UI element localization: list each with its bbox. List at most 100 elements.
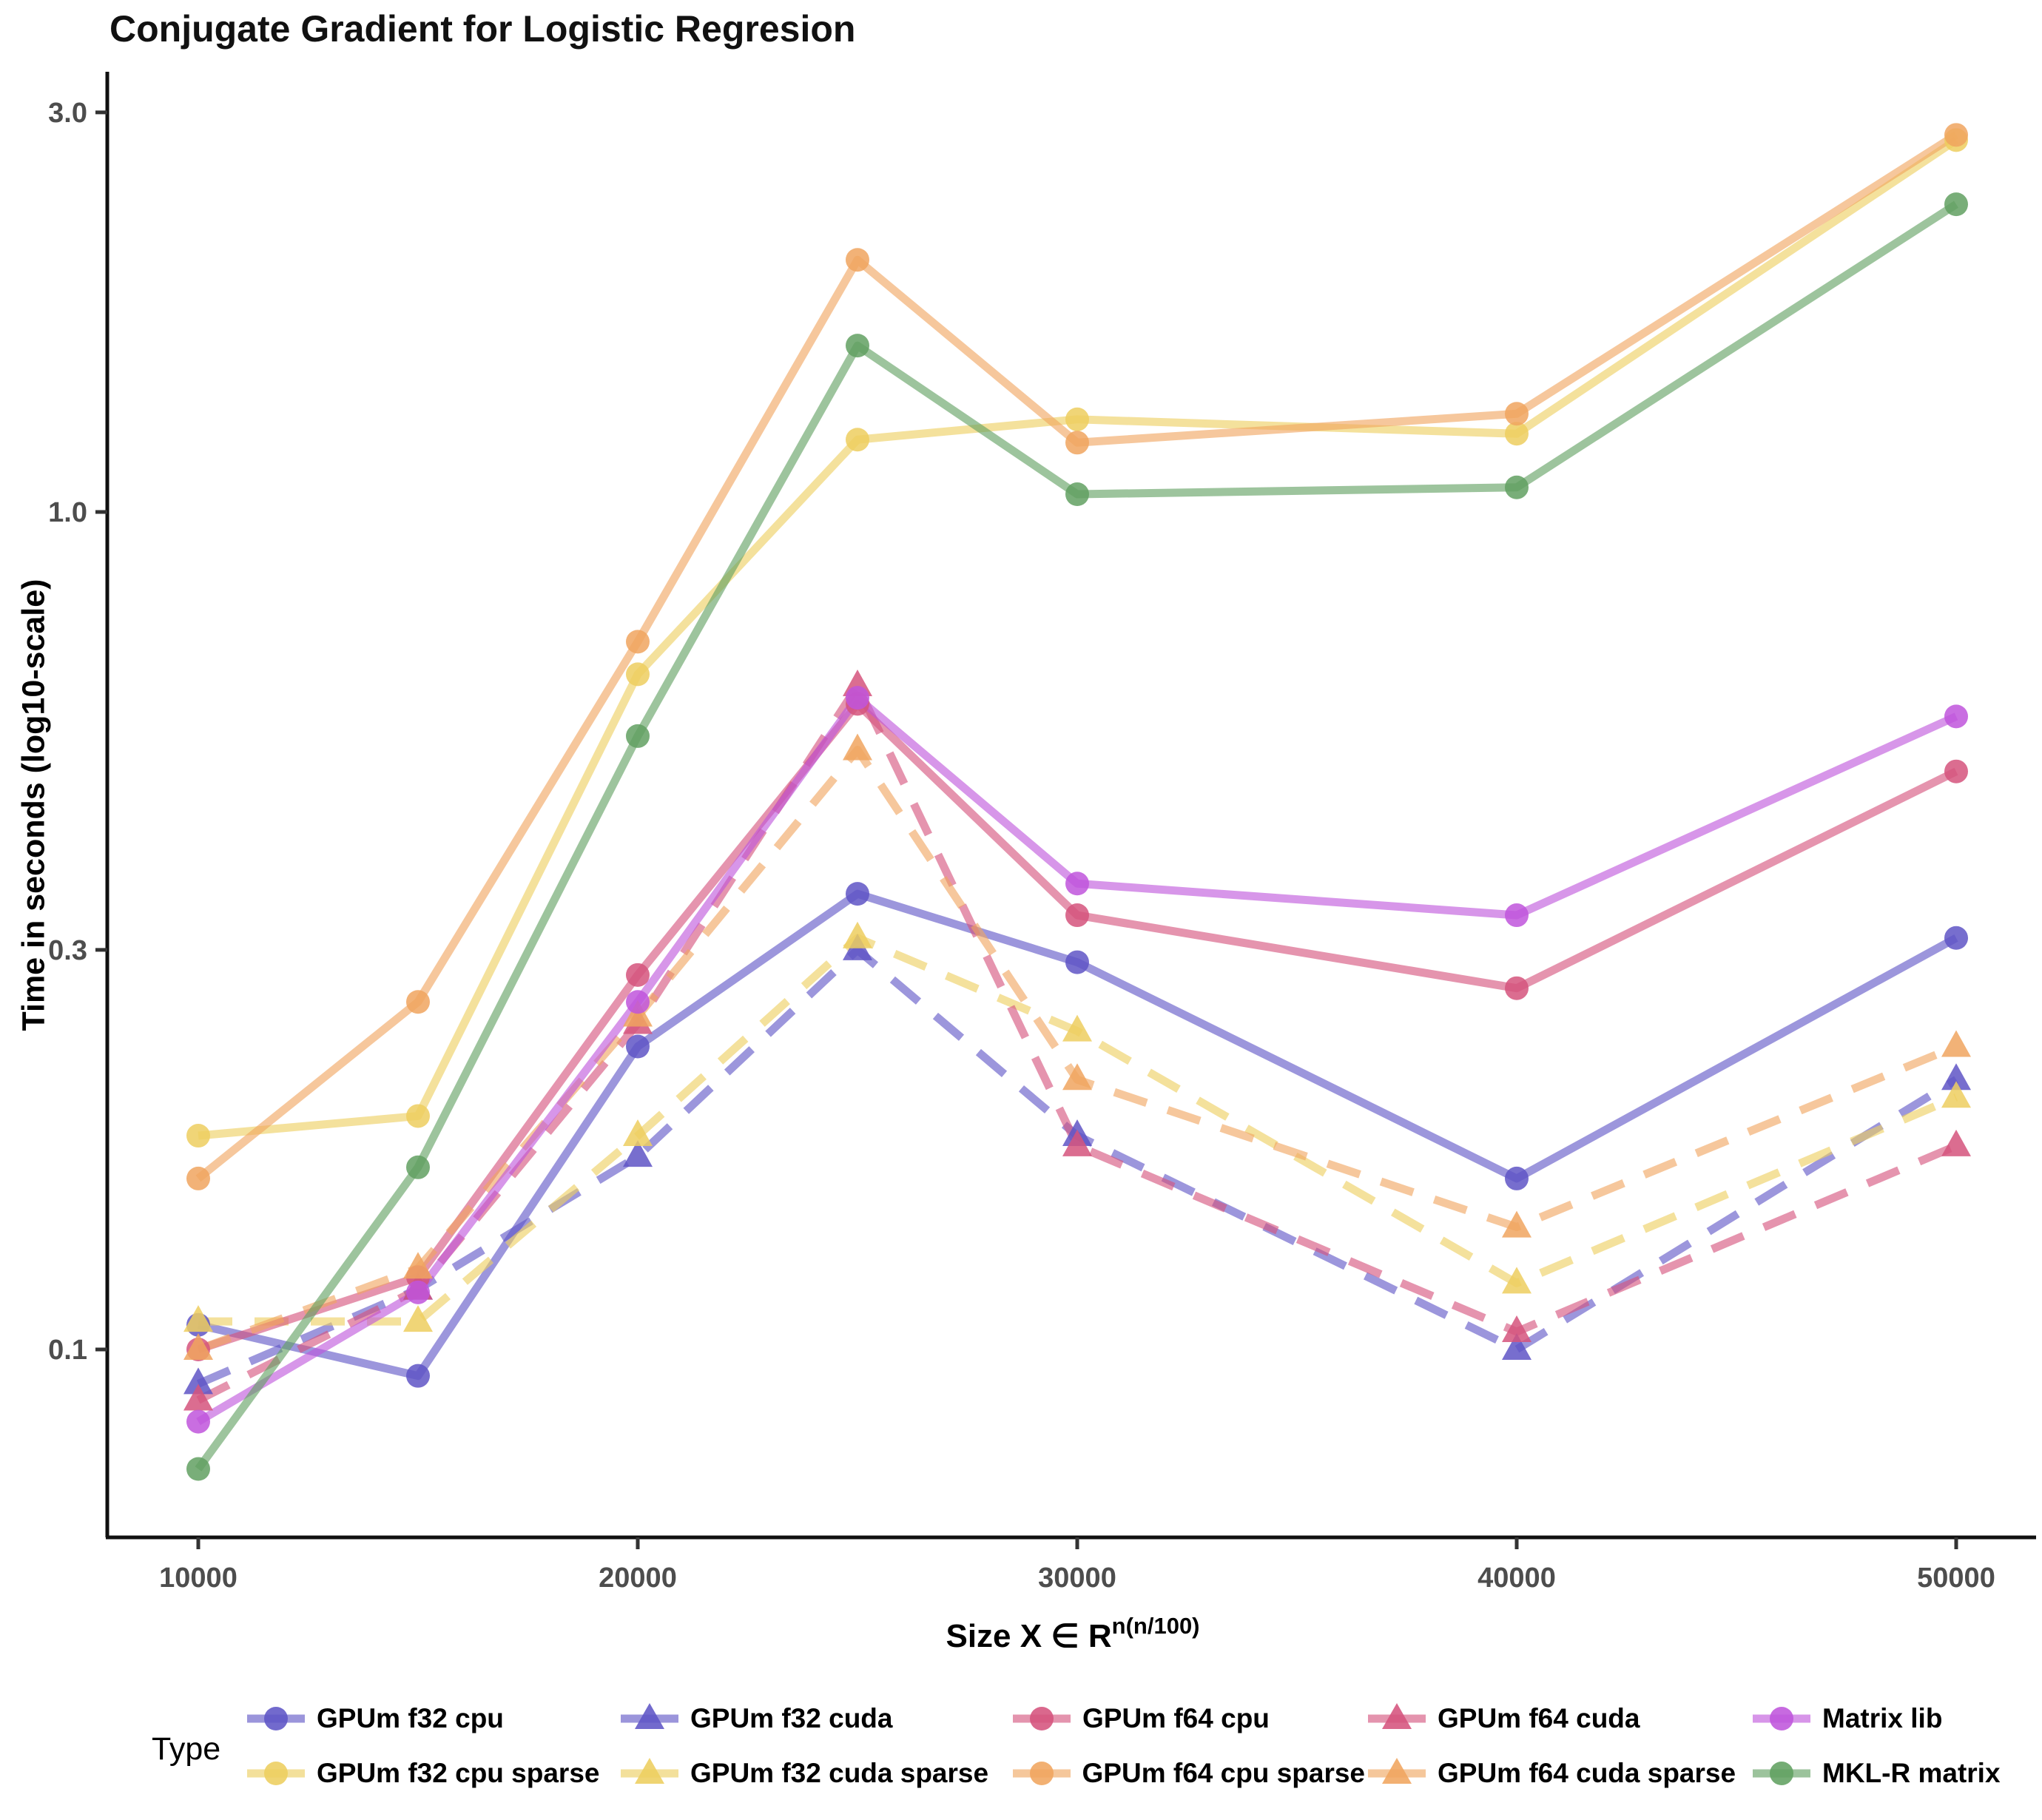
data-point-circle xyxy=(626,1034,650,1059)
data-point-circle xyxy=(1505,475,1529,499)
legend-item-gpum-f64-cpu-sparse: GPUm f64 cpu sparse xyxy=(1010,1756,1365,1790)
y-tick-label: 0.1 xyxy=(48,1335,87,1366)
data-point-triangle xyxy=(403,1252,433,1279)
legend-item-gpum-f64-cuda-sparse: GPUm f64 cuda sparse xyxy=(1365,1756,1750,1790)
legend-item-matrix-lib: Matrix lib xyxy=(1750,1702,2042,1736)
legend-title: Type xyxy=(152,1731,221,1767)
data-point-circle xyxy=(626,630,650,654)
legend-item-gpum-f64-cuda: GPUm f64 cuda xyxy=(1365,1702,1750,1736)
x-tick-label: 30000 xyxy=(1038,1563,1116,1594)
x-tick-label: 40000 xyxy=(1477,1563,1556,1594)
data-point-circle xyxy=(1505,1166,1529,1190)
data-point-triangle xyxy=(1502,1210,1532,1238)
data-point-triangle xyxy=(843,921,872,948)
legend-key-circle-icon xyxy=(1013,1707,1071,1730)
legend-key-circle-icon xyxy=(247,1762,305,1785)
data-point-triangle xyxy=(1062,1129,1092,1156)
data-point-circle xyxy=(186,1457,210,1481)
data-point-circle xyxy=(1944,759,1968,783)
legend-item-gpum-f32-cuda: GPUm f32 cuda xyxy=(618,1702,1010,1736)
data-point-triangle xyxy=(1941,1063,1971,1091)
data-point-circle xyxy=(1944,123,1968,147)
data-point-triangle xyxy=(843,733,872,761)
x-tick-label: 50000 xyxy=(1917,1563,1995,1594)
legend-key-triangle-icon xyxy=(621,1703,678,1729)
data-point-circle xyxy=(846,882,869,906)
data-point-circle xyxy=(1065,903,1089,928)
data-point-circle xyxy=(626,724,650,748)
legend-label: GPUm f64 cuda sparse xyxy=(1438,1758,1736,1788)
legend-label: Matrix lib xyxy=(1822,1703,1943,1733)
data-point-triangle xyxy=(1502,1315,1532,1343)
data-point-circle xyxy=(626,662,650,687)
data-point-triangle xyxy=(1502,1267,1532,1294)
x-axis-label-base: Size X ∈ R xyxy=(946,1618,1112,1654)
data-point-circle xyxy=(406,1104,430,1128)
x-tick-label: 20000 xyxy=(599,1563,677,1594)
y-tick-label: 1.0 xyxy=(48,497,87,528)
data-point-circle xyxy=(186,1124,210,1148)
data-point-circle xyxy=(186,1166,210,1190)
data-point-triangle xyxy=(1941,1030,1971,1057)
data-point-circle xyxy=(1944,192,1968,217)
x-tick-label: 10000 xyxy=(159,1563,237,1594)
data-point-circle xyxy=(626,990,650,1014)
legend-key-circle-icon xyxy=(1013,1762,1071,1785)
data-point-circle xyxy=(846,428,869,452)
data-point-triangle xyxy=(1062,1014,1092,1042)
legend: GPUm f32 cpu GPUm f32 cpu sparse GPUm f32 … xyxy=(244,1702,2042,1790)
data-point-triangle xyxy=(183,1333,213,1360)
legend-item-gpum-f32-cpu: GPUm f32 cpu xyxy=(244,1702,618,1736)
legend-label: GPUm f64 cpu xyxy=(1082,1703,1270,1733)
data-point-circle xyxy=(846,248,869,272)
legend-key-circle-icon xyxy=(247,1707,305,1730)
data-point-triangle xyxy=(1941,1081,1971,1108)
data-point-triangle xyxy=(183,1367,213,1395)
data-point-circle xyxy=(626,963,650,987)
data-point-triangle xyxy=(1502,1333,1532,1360)
data-point-triangle xyxy=(623,1140,653,1167)
data-point-circle xyxy=(1505,422,1529,446)
y-tick-label: 3.0 xyxy=(48,98,87,129)
data-point-triangle xyxy=(183,1383,213,1411)
data-point-circle xyxy=(406,990,430,1014)
data-point-circle xyxy=(1065,431,1089,455)
data-point-circle xyxy=(406,1280,430,1304)
data-point-circle xyxy=(1065,482,1089,507)
legend-key-triangle-icon xyxy=(621,1758,678,1784)
chart-canvas: 0.1 0.3 1.0 3.0 10000 20000 30000 40000 50000 xyxy=(48,72,2036,1594)
data-point-circle xyxy=(1944,926,1968,950)
data-point-circle xyxy=(406,1155,430,1179)
data-point-circle xyxy=(1065,950,1089,974)
data-point-triangle xyxy=(183,1305,213,1332)
legend-label: GPUm f32 cpu sparse xyxy=(317,1758,600,1788)
legend-label: GPUm f32 cuda xyxy=(690,1703,893,1733)
data-point-circle xyxy=(846,686,869,710)
x-axis-label-exponent: n(n/100) xyxy=(1111,1613,1200,1639)
legend-label: MKL-R matrix xyxy=(1822,1758,2001,1788)
data-point-circle xyxy=(1505,903,1529,928)
data-point-circle xyxy=(1505,976,1529,1000)
legend-label: GPUm f64 cpu sparse xyxy=(1082,1758,1365,1788)
y-tick-label: 0.3 xyxy=(48,935,87,966)
legend-key-circle-icon xyxy=(1753,1707,1810,1730)
series-line-gpum-f64-cuda xyxy=(196,681,1958,1404)
data-point-circle xyxy=(406,1364,430,1388)
legend-key-triangle-icon xyxy=(1368,1758,1426,1784)
data-point-circle xyxy=(1944,704,1968,729)
series-line-gpum-f32-cpu-sparse xyxy=(198,136,1959,1140)
legend-label: GPUm f64 cuda xyxy=(1438,1703,1640,1733)
data-point-circle xyxy=(186,1409,210,1434)
legend-key-triangle-icon xyxy=(1368,1703,1426,1729)
data-point-triangle xyxy=(1062,1063,1092,1091)
x-axis-label: Size X ∈ Rn(n/100) xyxy=(107,1613,2038,1655)
legend-item-gpum-f64-cpu: GPUm f64 cpu xyxy=(1010,1702,1365,1736)
legend-key-circle-icon xyxy=(1753,1762,1810,1785)
data-point-circle xyxy=(1065,407,1089,431)
data-point-circle xyxy=(1505,402,1529,426)
data-point-circle xyxy=(846,334,869,358)
legend-item-gpum-f32-cuda-sparse: GPUm f32 cuda sparse xyxy=(618,1756,1010,1790)
legend-label: GPUm f32 cuda sparse xyxy=(690,1758,989,1788)
chart-title: Conjugate Gradient for Logistic Regresio… xyxy=(109,8,856,50)
